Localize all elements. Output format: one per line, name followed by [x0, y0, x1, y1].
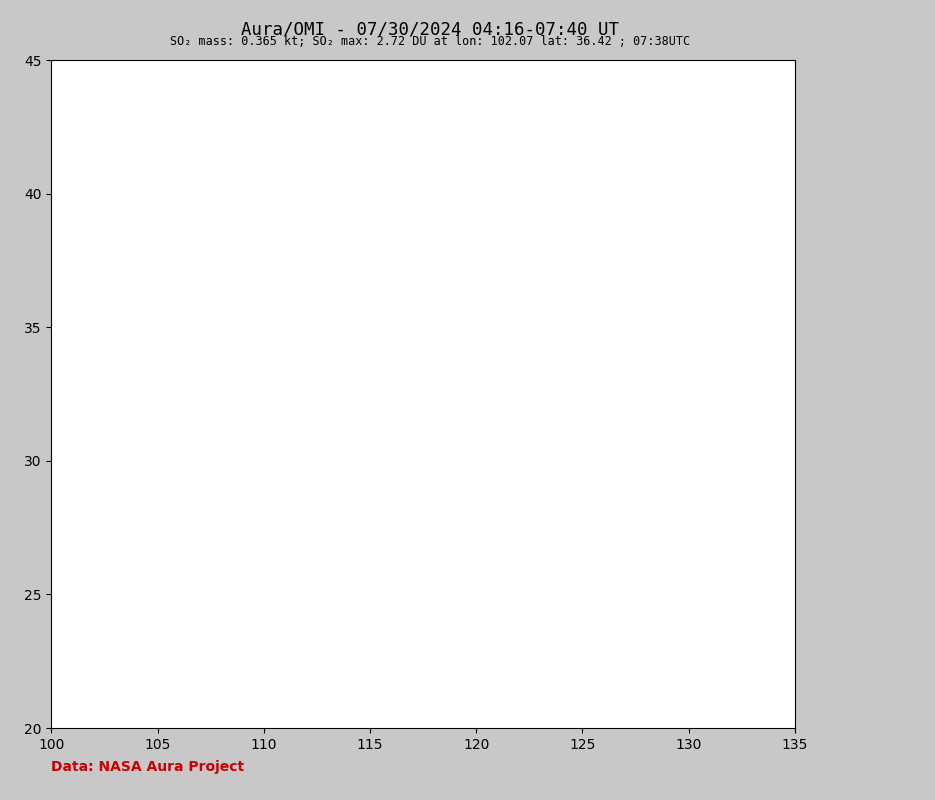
Text: Data: NASA Aura Project: Data: NASA Aura Project [51, 760, 245, 774]
Text: Aura/OMI - 07/30/2024 04:16-07:40 UT: Aura/OMI - 07/30/2024 04:16-07:40 UT [241, 20, 619, 38]
Text: SO₂ mass: 0.365 kt; SO₂ max: 2.72 DU at lon: 102.07 lat: 36.42 ; 07:38UTC: SO₂ mass: 0.365 kt; SO₂ max: 2.72 DU at … [170, 35, 690, 48]
